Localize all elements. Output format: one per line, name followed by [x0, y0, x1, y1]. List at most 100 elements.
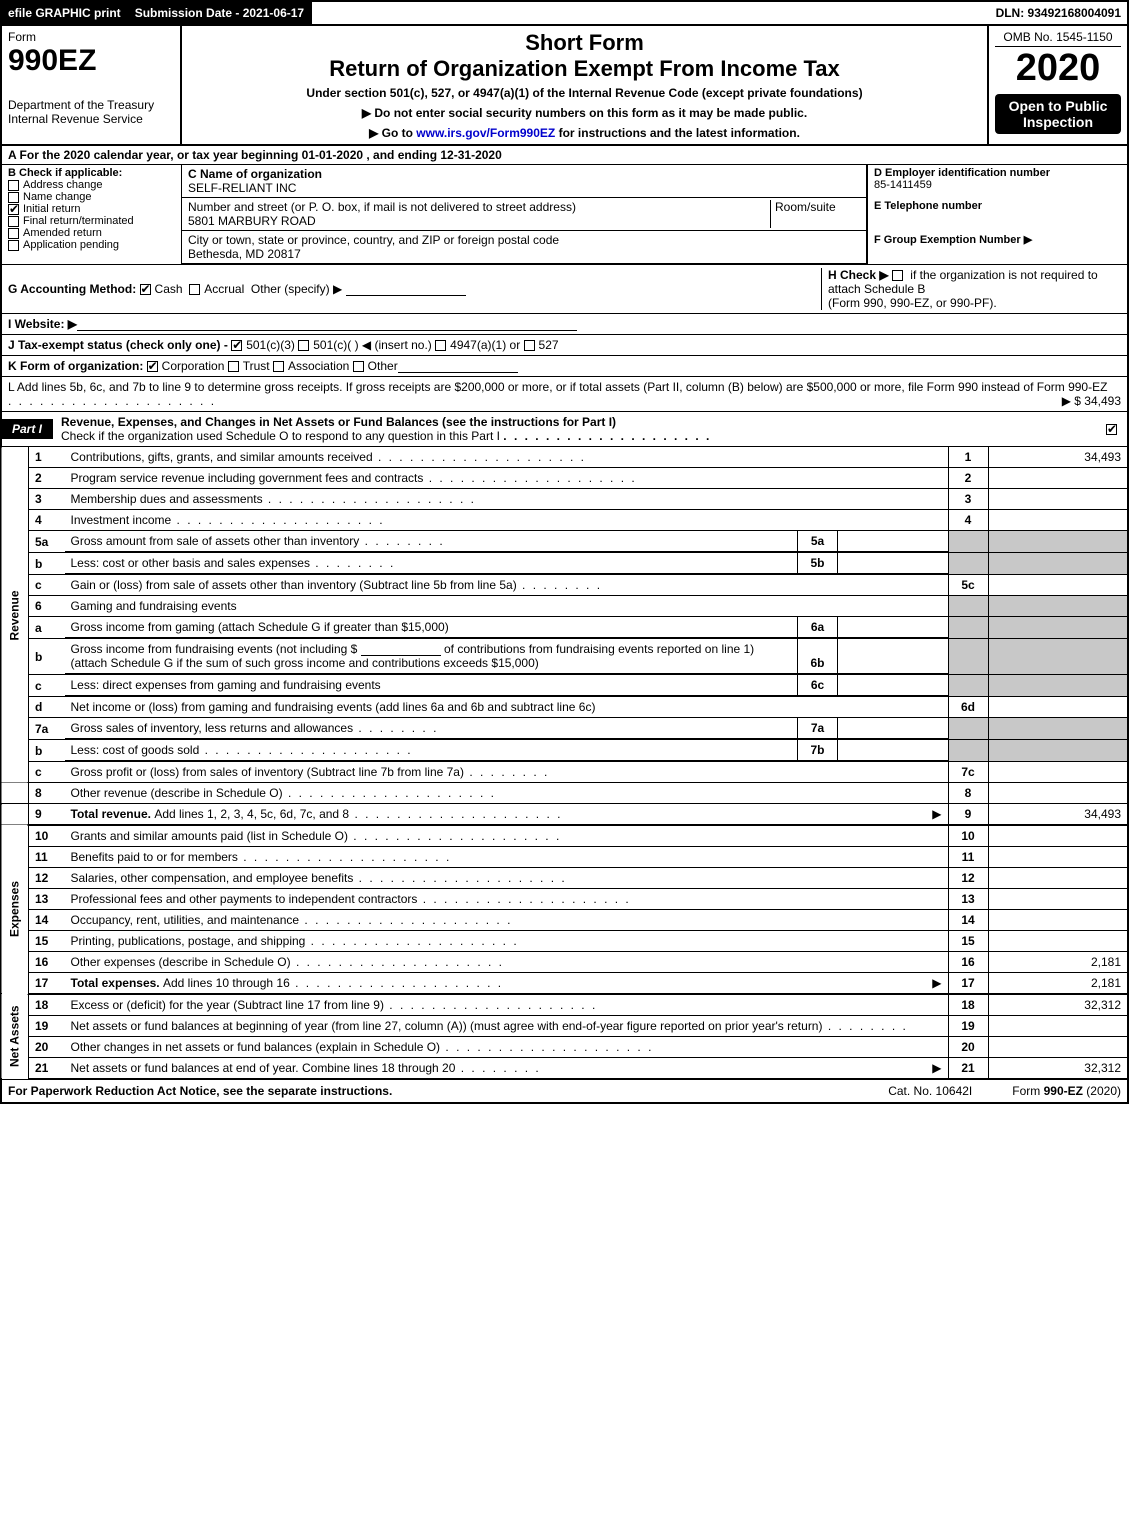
row-6d: d Net income or (loss) from gaming and f…: [1, 697, 1128, 718]
chk-corporation[interactable]: [147, 361, 158, 372]
row-21: 21 Net assets or fund balances at end of…: [1, 1058, 1128, 1080]
row-5a: 5a Gross amount from sale of assets othe…: [1, 531, 1128, 553]
chk-application-pending[interactable]: Application pending: [8, 239, 175, 251]
open-to-public: Open to Public Inspection: [995, 94, 1121, 134]
chk-501c3[interactable]: [231, 340, 242, 351]
amt-17: 2,181: [988, 973, 1128, 995]
chk-trust[interactable]: [228, 361, 239, 372]
line-g: G Accounting Method: Cash Accrual Other …: [8, 282, 466, 296]
line-i: I Website: ▶: [0, 314, 1129, 335]
goto-link[interactable]: www.irs.gov/Form990EZ: [416, 126, 555, 140]
chk-527[interactable]: [524, 340, 535, 351]
other-specify-input[interactable]: [346, 282, 466, 296]
chk-schedule-b[interactable]: [892, 270, 903, 281]
line-l-text: L Add lines 5b, 6c, and 7b to line 9 to …: [8, 380, 1107, 394]
row-7c: c Gross profit or (loss) from sales of i…: [1, 762, 1128, 783]
top-bar: efile GRAPHIC print Submission Date - 20…: [0, 0, 1129, 26]
efile-label[interactable]: efile GRAPHIC print: [2, 2, 129, 24]
part-1-check[interactable]: [1087, 422, 1127, 436]
row-4: 4 Investment income 4: [1, 510, 1128, 531]
section-c-wrapper: C Name of organization SELF-RELIANT INC …: [182, 165, 1127, 264]
amt-21: 32,312: [988, 1058, 1128, 1080]
dln-label: DLN: 93492168004091: [990, 2, 1127, 24]
street-label: Number and street (or P. O. box, if mail…: [188, 200, 770, 214]
netassets-side-label: Net Assets: [1, 994, 29, 1079]
row-7b: b Less: cost of goods sold 7b: [1, 740, 1128, 762]
sub-7b: [838, 740, 948, 761]
row-street-phone: Number and street (or P. O. box, if mail…: [182, 198, 1127, 231]
chk-association[interactable]: [273, 361, 284, 372]
input-6b-contrib[interactable]: [361, 642, 441, 656]
return-title: Return of Organization Exempt From Incom…: [192, 56, 977, 82]
amt-1: 34,493: [988, 447, 1128, 468]
row-18: Net Assets 18 Excess or (deficit) for th…: [1, 994, 1128, 1016]
chk-cash[interactable]: [140, 284, 151, 295]
chk-address-change[interactable]: Address change: [8, 179, 175, 191]
row-5c: c Gain or (loss) from sale of assets oth…: [1, 575, 1128, 596]
row-14: 14Occupancy, rent, utilities, and mainte…: [1, 910, 1128, 931]
section-b-title: B Check if applicable:: [8, 167, 175, 179]
chk-501c[interactable]: [298, 340, 309, 351]
street-value: 5801 MARBURY ROAD: [188, 214, 770, 228]
row-17: 17 Total expenses. Add lines 10 through …: [1, 973, 1128, 995]
row-6a: a Gross income from gaming (attach Sched…: [1, 617, 1128, 639]
amt-16: 2,181: [988, 952, 1128, 973]
sub-6a: [838, 617, 948, 638]
section-e: E Telephone number: [867, 198, 1127, 231]
chk-accrual[interactable]: [189, 284, 200, 295]
row-19: 19 Net assets or fund balances at beginn…: [1, 1016, 1128, 1037]
chk-4947[interactable]: [435, 340, 446, 351]
row-11: 11Benefits paid to or for members11: [1, 847, 1128, 868]
section-c-city: City or town, state or province, country…: [182, 231, 867, 264]
ein-label: D Employer identification number: [874, 167, 1121, 179]
part-1-title: Revenue, Expenses, and Changes in Net As…: [53, 412, 1087, 446]
chk-final-return[interactable]: Final return/terminated: [8, 215, 175, 227]
row-9: 9 Total revenue. Total revenue. Add line…: [1, 804, 1128, 826]
section-c-street: Number and street (or P. O. box, if mail…: [182, 198, 867, 231]
sub-5a: [838, 531, 948, 552]
department-label: Department of the Treasury: [8, 98, 174, 112]
sub-7a: [838, 718, 948, 739]
expenses-side-label: Expenses: [1, 825, 29, 994]
website-input[interactable]: [77, 317, 577, 331]
form-word: Form: [8, 30, 174, 44]
no-ssn-note: ▶ Do not enter social security numbers o…: [192, 106, 977, 120]
row-15: 15Printing, publications, postage, and s…: [1, 931, 1128, 952]
form-ref: Form 990-EZ (2020): [1012, 1084, 1121, 1098]
section-c-name: C Name of organization SELF-RELIANT INC: [182, 165, 867, 198]
chk-other-org[interactable]: [353, 361, 364, 372]
group-exemption-label: F Group Exemption Number ▶: [874, 233, 1121, 246]
row-8: 8 Other revenue (describe in Schedule O)…: [1, 783, 1128, 804]
other-org-input[interactable]: [398, 359, 518, 373]
chk-initial-return[interactable]: Initial return: [8, 203, 175, 215]
part-1-header: Part I Revenue, Expenses, and Changes in…: [0, 412, 1129, 447]
header-center: Short Form Return of Organization Exempt…: [182, 26, 987, 144]
accounting-label: G Accounting Method:: [8, 282, 136, 296]
amt-18: 32,312: [988, 994, 1128, 1016]
row-5b: b Less: cost or other basis and sales ex…: [1, 553, 1128, 575]
row-1: Revenue 1 Contributions, gifts, grants, …: [1, 447, 1128, 468]
ein-value: 85-1411459: [874, 179, 1121, 191]
revenue-table: Revenue 1 Contributions, gifts, grants, …: [0, 447, 1129, 1080]
sub-5b: [838, 553, 948, 574]
name-label: C Name of organization: [188, 167, 860, 181]
info-grid: B Check if applicable: Address change Na…: [0, 165, 1129, 265]
header-left: Form 990EZ Department of the Treasury In…: [2, 26, 182, 144]
line-h: H Check ▶ if the organization is not req…: [821, 268, 1121, 310]
line-l-dots: [8, 394, 216, 408]
row-6: 6 Gaming and fundraising events: [1, 596, 1128, 617]
city-value: Bethesda, MD 20817: [188, 247, 860, 261]
short-form-title: Short Form: [192, 30, 977, 56]
line-a-calendar-year: A For the 2020 calendar year, or tax yea…: [0, 146, 1129, 165]
part-1-tab: Part I: [2, 419, 53, 439]
form-header: Form 990EZ Department of the Treasury In…: [0, 26, 1129, 146]
page-footer: For Paperwork Reduction Act Notice, see …: [0, 1080, 1129, 1104]
goto-note: ▶ Go to www.irs.gov/Form990EZ for instru…: [192, 126, 977, 140]
row-6c: c Less: direct expenses from gaming and …: [1, 675, 1128, 697]
chk-amended-return[interactable]: Amended return: [8, 227, 175, 239]
row-12: 12Salaries, other compensation, and empl…: [1, 868, 1128, 889]
chk-name-change[interactable]: Name change: [8, 191, 175, 203]
phone-label: E Telephone number: [874, 200, 1121, 212]
line-j: J Tax-exempt status (check only one) - 5…: [0, 335, 1129, 356]
cat-number: Cat. No. 10642I: [888, 1084, 972, 1098]
